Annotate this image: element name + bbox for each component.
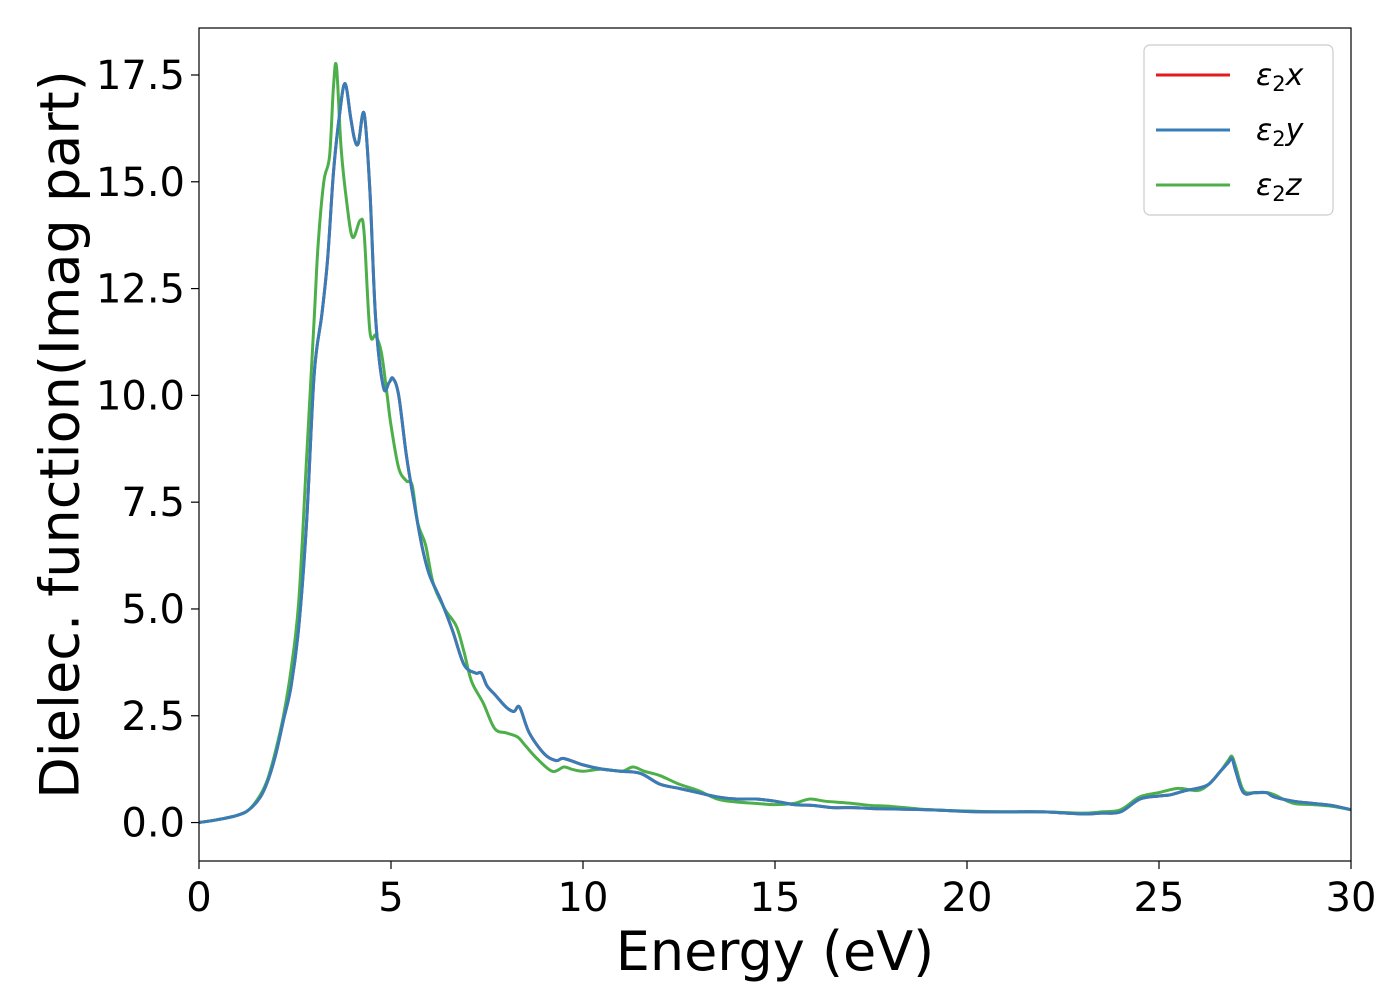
legend: ε2x ε2y ε2z [1143,44,1334,216]
x-axis-title: Energy (eV) [616,920,935,983]
y-tick-label: 7.5 [121,480,185,526]
x-tick-label: 20 [942,875,993,921]
y-tick-label: 0.0 [121,801,185,847]
x-tick-label: 0 [186,875,211,921]
x-tick-label: 30 [1326,875,1377,921]
x-tick-label: 25 [1134,875,1185,921]
x-tick-label: 10 [558,875,609,921]
legend-label: ε2y [1256,113,1305,151]
y-tick-label: 10.0 [96,373,185,419]
series-line-y [199,82,1351,825]
y-tick-label: 12.5 [96,267,185,313]
y-tick-label: 17.5 [96,53,185,99]
legend-label: ε2z [1256,168,1303,206]
y-tick-label: 15.0 [96,160,185,206]
x-axis: 0 5 10 15 20 25 30 [186,861,1376,921]
legend-label: ε2x [1256,58,1304,96]
series-layer [199,61,1351,825]
y-axis: 0.0 2.5 5.0 7.5 10.0 12.5 15.0 17.5 [96,53,199,847]
x-tick-label: 5 [378,875,403,921]
y-tick-label: 2.5 [121,694,185,740]
y-axis-title: Dielec. function(Imag part) [29,70,92,799]
x-tick-label: 15 [750,875,801,921]
series-line-z [199,61,1351,825]
legend-box [1143,44,1334,216]
y-tick-label: 5.0 [121,587,185,633]
